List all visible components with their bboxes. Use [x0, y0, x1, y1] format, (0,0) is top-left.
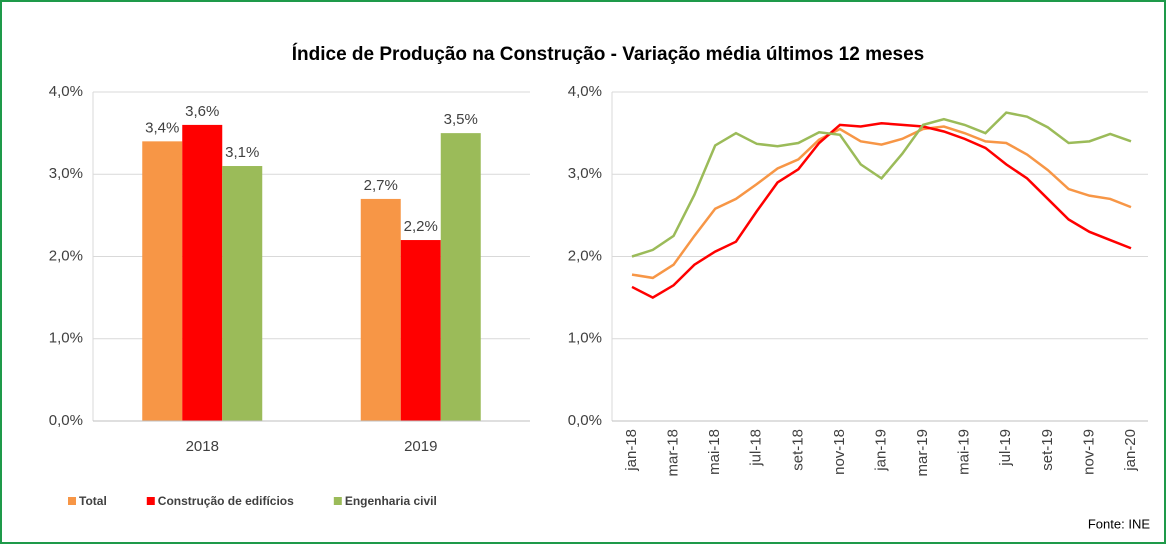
y-tick-label: 2,0%	[49, 247, 83, 264]
data-label: 3,6%	[185, 103, 219, 120]
x-tick-label: jul-19	[997, 429, 1014, 467]
legend-swatch	[333, 497, 342, 505]
bar	[440, 133, 481, 421]
x-tick-label: mar-19	[914, 429, 931, 477]
y-tick-label: 3,0%	[49, 165, 83, 182]
y-tick-label: 0,0%	[49, 412, 83, 429]
chart-title: Índice de Produção na Construção - Varia…	[292, 43, 925, 65]
x-tick-label: mai-18	[706, 429, 723, 475]
x-tick-label: 2019	[404, 438, 437, 455]
legend-label: Engenharia civil	[345, 494, 437, 508]
bar	[360, 198, 401, 421]
x-tick-label: jan-18	[623, 429, 640, 472]
x-tick-label: set-18	[789, 429, 806, 471]
x-tick-label: mai-19	[956, 429, 973, 475]
bar	[182, 124, 223, 422]
bar	[400, 240, 441, 421]
x-tick-label: jan-20	[1122, 429, 1139, 472]
y-tick-label: 4,0%	[49, 83, 83, 100]
x-tick-label: nov-19	[1080, 429, 1097, 475]
data-label: 3,5%	[444, 111, 478, 128]
data-label: 3,1%	[225, 144, 259, 161]
x-tick-label: jan-19	[872, 429, 889, 472]
y-tick-label: 1,0%	[568, 330, 602, 347]
line-series	[631, 121, 1132, 300]
x-tick-label: set-19	[1039, 429, 1056, 471]
legend-label: Construção de edifícios	[158, 494, 294, 508]
x-tick-label: 2018	[186, 438, 219, 455]
bar	[222, 166, 263, 421]
y-tick-label: 1,0%	[49, 330, 83, 347]
x-tick-label: jul-18	[748, 429, 765, 467]
bar	[142, 141, 183, 421]
data-label: 3,4%	[145, 119, 179, 136]
legend-swatch	[68, 497, 76, 505]
y-tick-label: 4,0%	[568, 83, 602, 100]
y-tick-label: 2,0%	[568, 247, 602, 264]
legend-swatch	[146, 497, 155, 505]
data-label: 2,2%	[404, 218, 438, 235]
x-tick-label: nov-18	[831, 429, 848, 475]
x-tick-label: mar-18	[665, 429, 682, 477]
data-label: 2,7%	[364, 177, 398, 194]
line-series	[631, 125, 1132, 280]
y-tick-label: 3,0%	[568, 165, 602, 182]
line-series	[631, 111, 1132, 258]
legend-label: Total	[79, 494, 107, 508]
y-tick-label: 0,0%	[568, 412, 602, 429]
source: Fonte: INE	[1088, 516, 1150, 531]
